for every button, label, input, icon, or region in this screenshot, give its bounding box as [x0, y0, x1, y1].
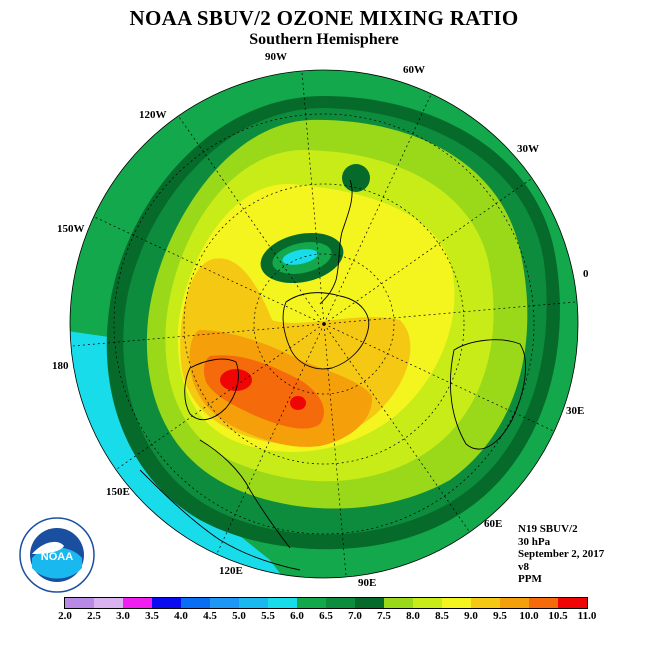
- info-date: September 2, 2017: [518, 548, 605, 560]
- legend-swatch: [384, 598, 413, 608]
- info-satellite: N19 SBUV/2: [518, 523, 578, 535]
- lon-label-90e: 90E: [358, 577, 377, 589]
- lon-label-180: 180: [52, 360, 69, 372]
- legend-swatch: [326, 598, 355, 608]
- map-subtitle: Southern Hemisphere: [249, 31, 399, 48]
- legend-tick-label: 3.5: [145, 610, 159, 622]
- noaa-logo: NOAA: [19, 517, 95, 593]
- meridian-line: [323, 300, 578, 325]
- color-legend: [64, 597, 588, 609]
- meridian-line: [110, 323, 325, 474]
- meridian-line: [323, 174, 538, 325]
- lon-label-90w: 90W: [265, 51, 287, 63]
- legend-tick-label: 9.0: [464, 610, 478, 622]
- coastlines: [139, 179, 526, 571]
- legend-tick-label: 8.0: [406, 610, 420, 622]
- lon-label-150e: 150E: [106, 486, 130, 498]
- coast-australia-west: [199, 439, 291, 549]
- meridian-line: [300, 70, 325, 325]
- map-border: [69, 69, 579, 579]
- contour-low-5.5: [282, 249, 318, 265]
- legend-swatch: [558, 598, 587, 608]
- legend-tick-label: 10.0: [519, 610, 539, 622]
- info-version: v8: [518, 560, 529, 573]
- lon-label-120w: 120W: [139, 109, 167, 121]
- contour-10.5-max-b: [290, 396, 306, 410]
- legend-swatch: [239, 598, 268, 608]
- legend-swatch: [181, 598, 210, 608]
- legend-swatch: [268, 598, 297, 608]
- legend-swatch: [94, 598, 123, 608]
- legend-tick-label: 5.0: [232, 610, 246, 622]
- legend-tick-label: 3.0: [116, 610, 130, 622]
- meridian-line: [213, 323, 325, 560]
- lon-label-150w: 150W: [57, 223, 85, 235]
- meridian-line: [70, 323, 325, 348]
- contour-low-andes: [342, 164, 370, 192]
- coast-africa: [449, 339, 526, 450]
- legend-swatch: [210, 598, 239, 608]
- map-title: NOAA SBUV/2 OZONE MIXING RATIO: [129, 6, 519, 30]
- legend-swatch: [123, 598, 152, 608]
- meridian-line: [323, 323, 474, 538]
- legend-tick-label: 4.0: [174, 610, 188, 622]
- meridian-line: [323, 323, 348, 578]
- product-info: N19 SBUV/2 30 hPa September 2, 2017 v8 P…: [518, 523, 604, 586]
- info-level: 30 hPa: [518, 535, 551, 548]
- legend-tick-label: 2.0: [58, 610, 72, 622]
- meridian-line: [88, 213, 325, 325]
- legend-swatch: [355, 598, 384, 608]
- meridian-line: [323, 323, 560, 435]
- lon-label-30e: 30E: [566, 405, 585, 417]
- legend-swatch: [442, 598, 471, 608]
- lon-label-0: 0: [583, 268, 589, 280]
- legend-tick-label: 4.5: [203, 610, 217, 622]
- legend-swatch: [152, 598, 181, 608]
- legend-swatch: [413, 598, 442, 608]
- legend-tick-label: 5.5: [261, 610, 275, 622]
- legend-tick-label: 2.5: [87, 610, 101, 622]
- contour-10.5-max-a: [220, 369, 252, 391]
- lon-label-60e: 60E: [484, 518, 503, 530]
- ozone-field: [70, 70, 578, 578]
- coast-indonesia: [139, 469, 301, 571]
- lon-label-120e: 120E: [219, 565, 243, 577]
- legend-tick-label: 6.5: [319, 610, 333, 622]
- legend-tick-label: 11.0: [577, 610, 597, 622]
- legend-swatch: [471, 598, 500, 608]
- legend-swatch: [297, 598, 326, 608]
- lon-label-60w: 60W: [403, 64, 425, 76]
- noaa-logo-text: NOAA: [41, 551, 73, 563]
- legend-tick-label: 8.5: [435, 610, 449, 622]
- legend-tick-label: 9.5: [493, 610, 507, 622]
- legend-tick-label: 7.5: [377, 610, 391, 622]
- meridian-line: [323, 88, 435, 325]
- info-units: PPM: [518, 573, 542, 585]
- meridian-line: [174, 110, 325, 325]
- meridians: [70, 70, 578, 578]
- legend-tick-label: 10.5: [548, 610, 568, 622]
- coast-south-america: [319, 179, 353, 305]
- coast-antarctica: [282, 292, 370, 370]
- coast-australia-south: [184, 358, 239, 421]
- legend-tick-label: 6.0: [290, 610, 304, 622]
- legend-swatch: [529, 598, 558, 608]
- lon-label-30w: 30W: [517, 143, 539, 155]
- legend-tick-label: 7.0: [348, 610, 362, 622]
- legend-swatch: [500, 598, 529, 608]
- legend-swatch: [65, 598, 94, 608]
- graticule: [113, 113, 535, 535]
